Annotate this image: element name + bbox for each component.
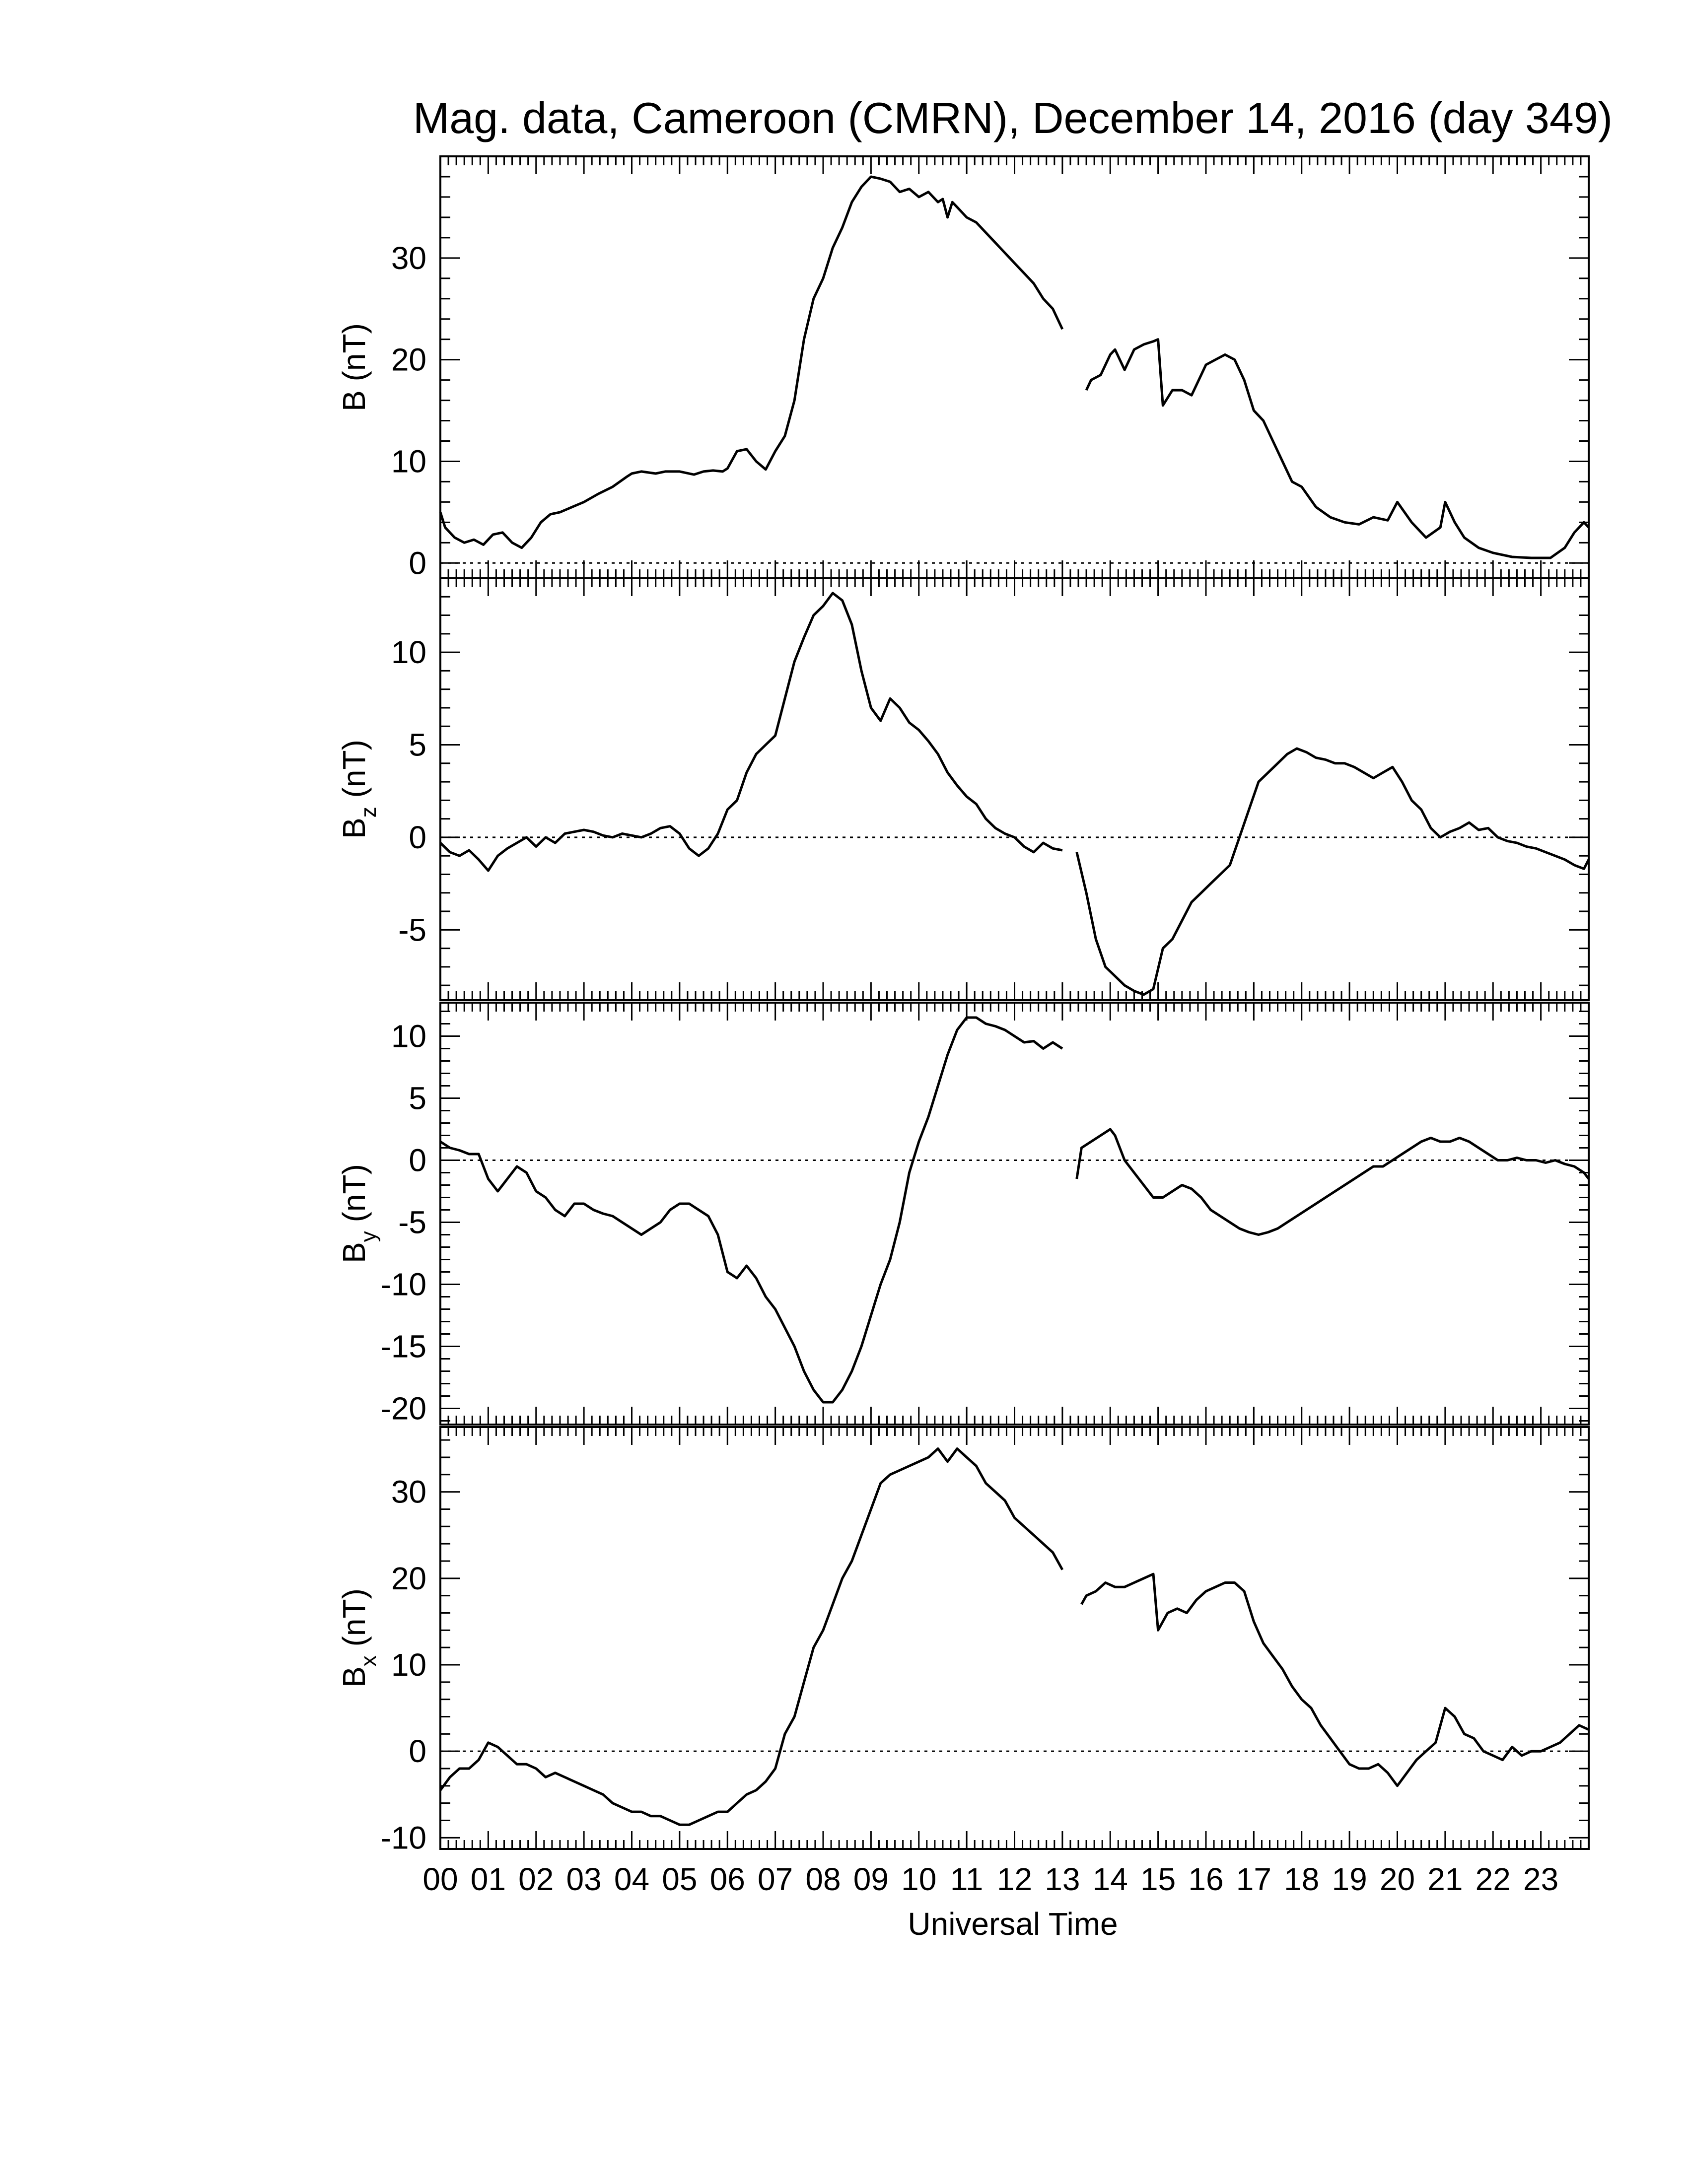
y-tick-label: -5 [398, 912, 426, 948]
y-axis-label: B (nT) [336, 323, 372, 411]
y-tick-label: 30 [391, 240, 426, 276]
x-tick-label: 18 [1284, 1861, 1319, 1897]
x-axis-label: Universal Time [908, 1906, 1118, 1942]
x-tick-label: 23 [1523, 1861, 1558, 1897]
x-tick-label: 16 [1188, 1861, 1223, 1897]
panel-by: -20 -15 -10 -5 0 5 10 By (nT) [336, 1002, 1590, 1427]
panel-frame [439, 577, 1590, 1001]
y-tick-label: 30 [391, 1474, 426, 1510]
x-tick-label: 15 [1140, 1861, 1176, 1897]
x-tick-label: 05 [662, 1861, 697, 1897]
x-tick-label: 10 [901, 1861, 936, 1897]
panel-bx: -10 0 10 20 30 Bx (nT) [336, 1426, 1590, 1855]
x-tick-label: 21 [1427, 1861, 1463, 1897]
y-tick-label: -15 [381, 1329, 427, 1365]
panel-b: 0 10 20 30 B (nT) [336, 155, 1590, 581]
x-tick-label: 20 [1380, 1861, 1415, 1897]
y-tick-label: -10 [381, 1820, 427, 1855]
x-tick-label: 17 [1236, 1861, 1271, 1897]
y-tick-label: -20 [381, 1391, 427, 1427]
x-tick-label: 03 [566, 1861, 602, 1897]
panels-group: 0 10 20 30 B (nT) -5 0 5 10 Bz (nT) -20 -15 -10 -5 0 5 1… [336, 155, 1590, 1855]
x-ticks [439, 578, 1590, 1000]
x-tick-label: 08 [805, 1861, 841, 1897]
y-tick-label: 10 [391, 1019, 426, 1054]
x-tick-label: 06 [710, 1861, 745, 1897]
y-tick-label: 0 [409, 545, 426, 581]
panel-bz: -5 0 5 10 Bz (nT) [336, 577, 1590, 1001]
series-line-bx-segment-2 [1080, 1572, 1590, 1787]
x-tick-label: 19 [1332, 1861, 1367, 1897]
x-tick-label: 11 [950, 1861, 983, 1897]
y-tick-label: -5 [398, 1205, 426, 1240]
x-tick-label: 13 [1045, 1861, 1080, 1897]
x-tick-label: 04 [614, 1861, 649, 1897]
series-line-bz-segment-2 [1075, 747, 1590, 996]
y-tick-label: 10 [391, 634, 426, 670]
x-tick-label: 02 [518, 1861, 554, 1897]
y-tick-label: 0 [409, 819, 426, 855]
x-tick-label: 01 [471, 1861, 506, 1897]
series-line-bz-segment-1 [439, 592, 1063, 872]
y-ticks: -5 0 5 10 [391, 577, 1589, 986]
y-ticks: -10 0 10 20 30 [381, 1439, 1589, 1855]
y-tick-label: 20 [391, 1561, 426, 1596]
y-axis-label: By (nT) [336, 1164, 381, 1263]
x-ticks [439, 156, 1590, 578]
series-line-by-segment-1 [439, 1016, 1063, 1404]
y-tick-label: 5 [409, 727, 426, 763]
y-tick-label: 0 [409, 1143, 426, 1178]
y-ticks: -20 -15 -10 -5 0 5 10 [381, 1011, 1589, 1427]
y-tick-label: 10 [391, 443, 426, 479]
panel-frame [439, 1426, 1590, 1850]
x-tick-label: 07 [758, 1861, 793, 1897]
y-tick-label: -10 [381, 1267, 427, 1302]
y-tick-label: 0 [409, 1733, 426, 1769]
series-line-bx-segment-1 [439, 1447, 1064, 1826]
y-tick-label: 10 [391, 1647, 426, 1683]
y-axis-label: Bx (nT) [336, 1588, 381, 1688]
x-tick-label: 00 [422, 1861, 458, 1897]
y-tick-label: 20 [391, 342, 426, 378]
panel-frame [439, 1002, 1590, 1426]
x-tick-label: 09 [853, 1861, 889, 1897]
chart-title: Mag. data, Cameroon (CMRN), December 14,… [413, 93, 1613, 142]
y-tick-label: 5 [409, 1081, 426, 1116]
series-line-b-segment-1 [439, 175, 1064, 549]
y-ticks: 0 10 20 30 [391, 155, 1589, 581]
x-tick-labels: 00 01 02 03 04 05 06 07 08 09 10 11 12 13 14 15 16 17 18 19… [422, 1861, 1558, 1897]
x-tick-label: 12 [997, 1861, 1032, 1897]
x-tick-label: 14 [1093, 1861, 1128, 1897]
series-line-by-segment-2 [1075, 1128, 1590, 1236]
series-line-b-segment-2 [1085, 338, 1590, 559]
x-ticks [439, 1003, 1590, 1425]
y-axis-label: Bz (nT) [336, 740, 381, 839]
x-tick-label: 22 [1476, 1861, 1511, 1897]
